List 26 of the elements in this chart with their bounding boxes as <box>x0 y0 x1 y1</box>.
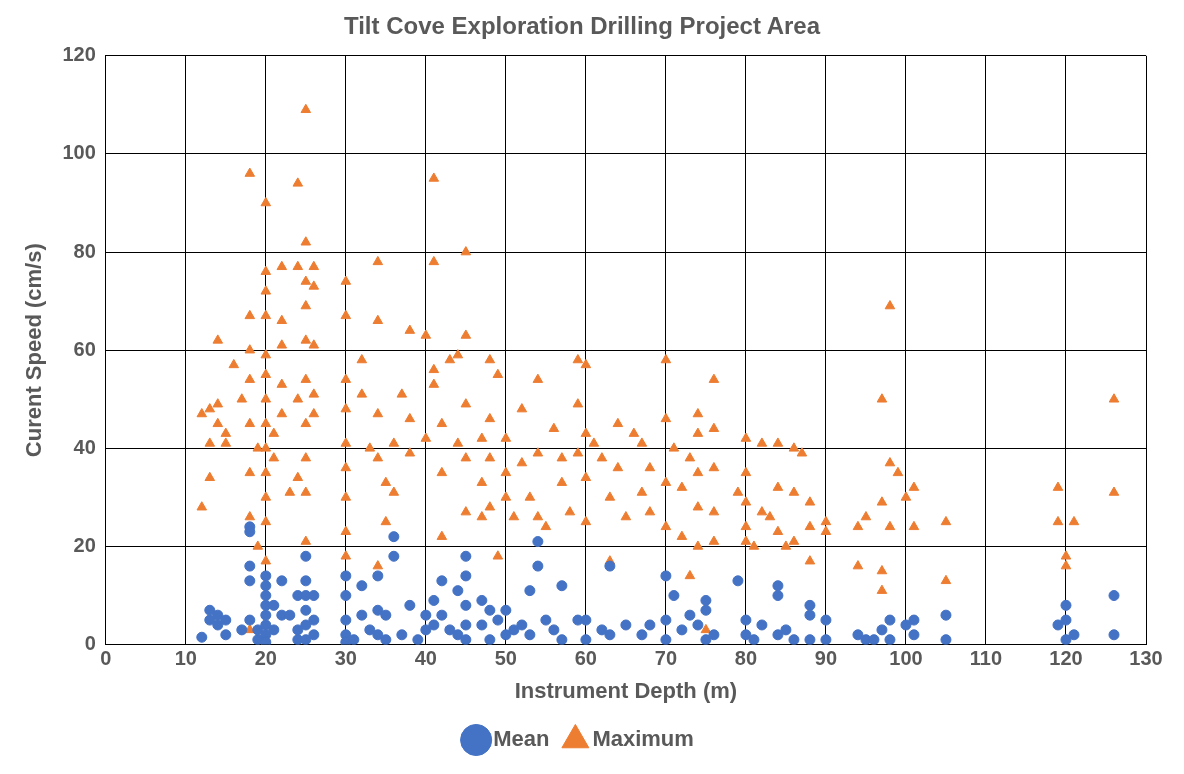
x-tick-label: 70 <box>654 647 678 670</box>
x-tick-label: 130 <box>1129 647 1163 670</box>
x-tick-label: 20 <box>254 647 277 670</box>
y-axis-title: Curent Speed (cm/s) <box>21 243 47 458</box>
y-tick-label: 20 <box>73 533 96 556</box>
legend-label: Mean <box>493 726 550 752</box>
y-tick-label: 100 <box>62 141 96 164</box>
x-tick-label: 100 <box>889 647 923 670</box>
chart-title: Tilt Cove Exploration Drilling Project Area <box>343 12 821 40</box>
x-axis-title: Instrument Depth (m) <box>514 677 738 703</box>
x-tick-label: 120 <box>1049 647 1083 670</box>
x-tick-label: 50 <box>494 647 517 670</box>
x-tick-label: 0 <box>100 647 112 670</box>
x-tick-label: 80 <box>734 647 758 670</box>
x-tick-label: 110 <box>969 647 1003 670</box>
legend-label: Maximum <box>592 726 694 752</box>
y-tick-label: 40 <box>73 435 96 458</box>
x-tick-label: 30 <box>334 647 357 670</box>
x-tick-label: 10 <box>174 647 197 670</box>
y-tick-label: 0 <box>84 632 96 655</box>
x-tick-label: 90 <box>814 647 838 670</box>
y-tick-label: 60 <box>73 337 96 360</box>
x-tick-label: 60 <box>574 647 597 670</box>
x-tick-label: 40 <box>414 647 437 670</box>
y-tick-label: 80 <box>73 239 96 262</box>
y-tick-label: 120 <box>62 43 96 66</box>
